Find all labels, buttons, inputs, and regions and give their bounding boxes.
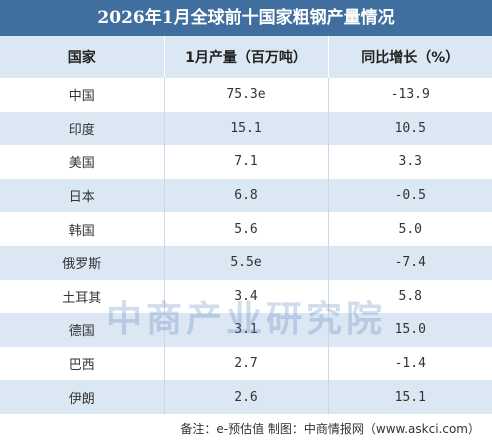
table: 国家 1月产量（百万吨） 同比增长（%） 中国 75.3e -13.9 印度 15.1 10.5… <box>0 36 492 414</box>
column-header: 国家 <box>0 36 164 78</box>
table-row: 美国 7.1 3.3 <box>0 145 492 179</box>
table-cell: -7.4 <box>327 245 492 280</box>
table-cell: 3.4 <box>163 279 328 314</box>
table-cell: 印度 <box>0 111 164 146</box>
table-cell: 3.3 <box>327 145 492 179</box>
column-header: 同比增长（%） <box>327 36 492 78</box>
table-cell: -13.9 <box>327 78 492 112</box>
table-cell: 2.7 <box>163 346 328 381</box>
table-row: 德国 3.1 15.0 <box>0 313 492 347</box>
header-row: 国家 1月产量（百万吨） 同比增长（%） <box>0 36 492 78</box>
table-row: 韩国 5.6 5.0 <box>0 212 492 246</box>
table-cell: 7.1 <box>163 145 328 179</box>
table-cell: 美国 <box>68 156 95 172</box>
table-cell: 75.3e <box>163 78 328 112</box>
table-row: 日本 6.8 -0.5 <box>0 178 492 213</box>
table-cell: 韩国 <box>68 223 95 239</box>
table-cell: 巴西 <box>68 358 95 374</box>
table-row: 土耳其 3.4 5.8 <box>0 279 492 314</box>
table-row: 伊朗 2.6 15.1 <box>0 380 492 414</box>
table-cell: 6.8 <box>163 178 328 213</box>
table-row: 俄罗斯 5.5e -7.4 <box>0 245 492 280</box>
table-cell: 中国 <box>68 89 95 105</box>
table-cell: 伊朗 <box>0 380 164 414</box>
table-cell: 土耳其 <box>62 290 102 306</box>
table-cell: 日本 <box>0 178 164 213</box>
table-row: 巴西 2.7 -1.4 <box>0 346 492 381</box>
column-header: 1月产量（百万吨） <box>163 36 328 78</box>
table-cell: 俄罗斯 <box>0 245 164 280</box>
table-cell: 3.1 <box>163 313 328 347</box>
table-row: 中国 75.3e -13.9 <box>0 78 492 112</box>
table-cell: 5.0 <box>327 212 492 246</box>
footer-note: 备注：e-预估值 制图：中商情报网（www.askci.com） <box>180 422 480 436</box>
title: 2026年1月全球前十国家粗钢产量情况 <box>0 0 492 36</box>
table-cell: 15.0 <box>327 313 492 347</box>
table-cell: 15.1 <box>163 111 328 146</box>
table-cell: -0.5 <box>327 178 492 213</box>
table-cell: 15.1 <box>327 380 492 414</box>
table-cell: 德国 <box>0 313 164 347</box>
table-cell: 5.8 <box>327 279 492 314</box>
table-cell: -1.4 <box>327 346 492 381</box>
table-cell: 5.5e <box>163 245 328 280</box>
table-cell: 10.5 <box>327 111 492 146</box>
table-row: 印度 15.1 10.5 <box>0 111 492 146</box>
table-cell: 5.6 <box>163 212 328 246</box>
table-cell: 2.6 <box>163 380 328 414</box>
